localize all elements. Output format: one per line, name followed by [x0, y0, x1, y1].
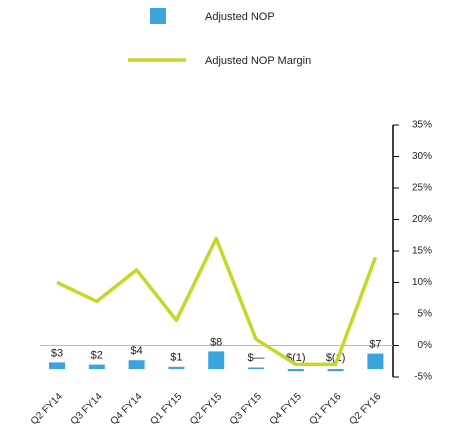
- x-tick-label: Q3 FY15: [228, 391, 264, 427]
- legend-swatch: [150, 8, 166, 24]
- bar-label: $8: [210, 336, 222, 348]
- y2-tick-label: 20%: [412, 214, 432, 225]
- x-tick-label: Q2 FY14: [29, 391, 65, 427]
- y2-tick-label: 5%: [418, 309, 433, 320]
- y2-tick-label: 0%: [418, 340, 433, 351]
- x-tick-label: Q4 FY14: [109, 391, 145, 427]
- bar: [49, 362, 65, 369]
- bar: [248, 367, 264, 369]
- bar-label: $3: [51, 347, 63, 359]
- margin-line: [56, 236, 378, 367]
- bar: [128, 360, 145, 369]
- x-tick-label: Q3 FY14: [69, 391, 105, 427]
- bar-label: $1: [170, 352, 182, 364]
- bar-label: $—: [247, 352, 264, 364]
- bar: [327, 369, 344, 372]
- bar: [88, 364, 105, 369]
- y2-tick-label: 25%: [412, 183, 432, 194]
- legend-label: Adjusted NOP: [205, 11, 275, 23]
- bar: [168, 366, 185, 369]
- y2-tick-label: 30%: [412, 151, 432, 162]
- y2-tick-label: 10%: [412, 277, 432, 288]
- y2-tick-label: 35%: [412, 120, 432, 131]
- x-tick-label: Q1 FY16: [308, 391, 344, 427]
- bar-label: $2: [91, 350, 103, 362]
- bar: [367, 353, 384, 369]
- x-tick-label: Q2 FY15: [188, 391, 224, 427]
- y2-tick-label: -5%: [414, 372, 432, 383]
- bar-label: $4: [130, 345, 142, 357]
- x-tick-label: Q1 FY15: [148, 391, 184, 427]
- bar: [287, 369, 304, 372]
- legend-label: Adjusted NOP Margin: [205, 55, 311, 67]
- x-tick-label: Q4 FY15: [268, 391, 304, 427]
- bar-label: $7: [369, 339, 381, 351]
- x-tick-label: Q2 FY16: [347, 391, 383, 427]
- bar: [208, 351, 225, 369]
- y2-tick-label: 15%: [412, 246, 432, 257]
